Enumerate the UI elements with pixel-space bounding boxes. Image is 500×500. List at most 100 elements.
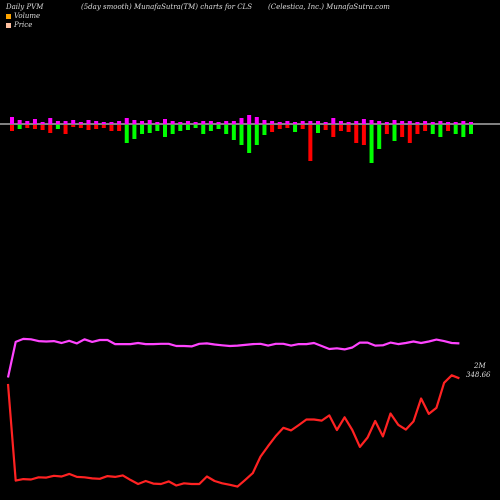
- volume-bar-up: [216, 122, 221, 124]
- legend-volume-swatch: [6, 13, 11, 19]
- volume-bar-up: [453, 122, 458, 124]
- volume-bar-down: [400, 125, 405, 137]
- volume-bar-up: [438, 121, 443, 124]
- legend-price-label: Price: [14, 21, 33, 29]
- volume-bar-up: [78, 122, 83, 124]
- volume-bar-down: [247, 125, 252, 153]
- volume-bar-down: [361, 125, 366, 145]
- volume-bar-up: [10, 117, 14, 124]
- volume-bar-down: [94, 125, 99, 129]
- volume-bar-up: [254, 117, 259, 124]
- legend-volume: Volume: [6, 12, 40, 20]
- volume-bar-down: [407, 125, 412, 143]
- volume-bar-down: [25, 125, 30, 128]
- price-line: [6, 374, 460, 488]
- volume-bar-up: [17, 120, 22, 124]
- volume-bar-down: [300, 125, 305, 129]
- volume-bar-down: [316, 125, 320, 133]
- volume-bar-up: [185, 121, 190, 124]
- volume-bar-down: [78, 125, 83, 128]
- volume-bar-down: [86, 125, 91, 130]
- volume-bar-up: [170, 121, 175, 124]
- chart-header-left: Daily PVM: [6, 3, 44, 11]
- volume-line: [6, 337, 460, 378]
- volume-bar-down: [147, 125, 152, 133]
- volume-bar-up: [361, 119, 366, 124]
- volume-line-end-label: 2M: [473, 362, 486, 370]
- volume-bar-up: [384, 122, 389, 124]
- volume-bar-up: [430, 122, 435, 124]
- volume-bar-up: [338, 121, 343, 124]
- volume-bar-down: [32, 125, 37, 129]
- volume-bar-up: [86, 120, 91, 124]
- volume-bar-up: [346, 122, 351, 124]
- volume-bar-down: [331, 125, 336, 137]
- volume-bar-down: [109, 125, 114, 131]
- volume-bar-down: [48, 125, 53, 133]
- volume-bar-down: [55, 125, 60, 129]
- volume-bar-up: [239, 118, 244, 124]
- legend-price-swatch: [6, 22, 11, 28]
- volume-bar-up: [469, 122, 473, 124]
- volume-bar-down: [308, 125, 313, 161]
- volume-bar-up: [285, 121, 290, 124]
- volume-bar-down: [193, 125, 198, 128]
- volume-bar-down: [101, 125, 106, 128]
- volume-bar-down: [117, 125, 122, 131]
- volume-bar-up: [415, 122, 420, 124]
- volume-bar-down: [63, 125, 68, 134]
- volume-bar-up: [178, 122, 183, 124]
- volume-bar-down: [423, 125, 428, 131]
- volume-bar-down: [469, 125, 473, 134]
- volume-bar-down: [185, 125, 190, 130]
- volume-bar-up: [147, 120, 152, 124]
- volume-bar-up: [201, 121, 206, 124]
- volume-bar-up: [423, 121, 428, 124]
- volume-bar-up: [461, 121, 466, 124]
- volume-bar-up: [331, 118, 336, 124]
- volume-bar-down: [430, 125, 435, 134]
- volume-bar-down: [293, 125, 298, 132]
- volume-bar-up: [300, 121, 305, 124]
- volume-bar-down: [453, 125, 458, 134]
- volume-bar-up: [94, 121, 99, 124]
- volume-bar-up: [392, 120, 397, 124]
- volume-bar-down: [216, 125, 221, 129]
- volume-bar-up: [163, 119, 167, 124]
- volume-bar-down: [461, 125, 466, 137]
- volume-bar-down: [415, 125, 420, 134]
- volume-bar-down: [140, 125, 145, 134]
- volume-bar-up: [155, 122, 160, 124]
- volume-bar-down: [10, 125, 14, 131]
- volume-bar-down: [270, 125, 275, 132]
- volume-bar-down: [277, 125, 282, 129]
- volume-bar-up: [446, 122, 451, 124]
- volume-bar-up: [377, 121, 382, 124]
- volume-bar-down: [178, 125, 183, 131]
- volume-bar-up: [231, 121, 236, 124]
- volume-bar-down: [438, 125, 443, 137]
- chart-header-right: (Celestica, Inc.) MunafaSutra.com: [268, 3, 390, 11]
- volume-bar-up: [277, 122, 282, 124]
- volume-bar-down: [163, 125, 167, 137]
- price-line-end-label: 348.66: [466, 371, 491, 379]
- volume-bar-down: [170, 125, 175, 134]
- volume-bar-down: [224, 125, 229, 134]
- volume-bar-down: [17, 125, 22, 129]
- volume-bar-down: [208, 125, 213, 131]
- volume-bar-down: [201, 125, 206, 134]
- volume-bar-up: [101, 122, 106, 124]
- volume-bar-down: [377, 125, 382, 149]
- volume-bar-down: [262, 125, 267, 135]
- volume-bar-down: [40, 125, 45, 130]
- chart-header-title: (5day smooth) MunafaSutra(TM) charts for…: [81, 3, 252, 11]
- volume-bar-down: [446, 125, 451, 131]
- volume-bar-down: [71, 125, 76, 127]
- volume-bar-up: [407, 121, 412, 124]
- volume-bar-up: [247, 115, 252, 124]
- volume-bar-down: [346, 125, 351, 132]
- volume-bar-down: [384, 125, 389, 134]
- volume-bar-down: [285, 125, 290, 128]
- volume-bar-up: [48, 118, 53, 124]
